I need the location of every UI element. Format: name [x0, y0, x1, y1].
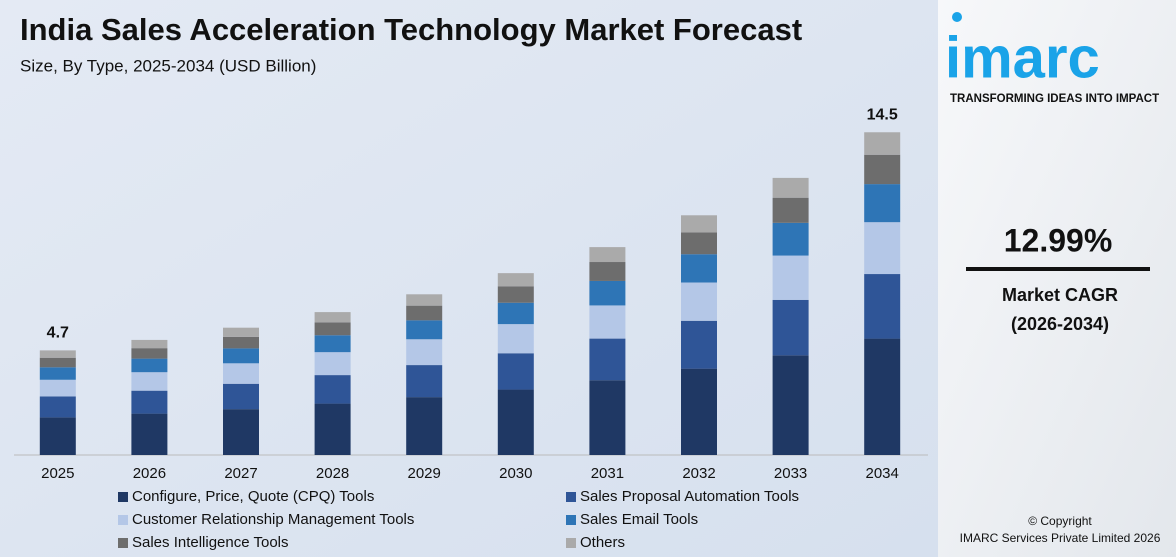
bar-segment: [314, 352, 351, 376]
bar-segment: [223, 336, 259, 349]
x-tick-label: 2027: [224, 465, 257, 482]
cagr-rule: [966, 267, 1150, 271]
bar-segment: [864, 222, 901, 275]
bar-segment: [681, 320, 717, 369]
bar-segment: [864, 132, 901, 155]
legend-label: Customer Relationship Management Tools: [132, 511, 414, 528]
legend-swatch: [118, 538, 128, 548]
bar-segment: [406, 294, 443, 306]
bar-segment: [314, 312, 351, 323]
bar-segment: [223, 327, 259, 337]
bar-segment: [39, 367, 76, 380]
bar-segment: [39, 417, 76, 455]
bar-segment: [131, 372, 168, 391]
x-tick-label: 2031: [591, 465, 624, 482]
bar-segment: [497, 353, 534, 390]
logo: imarc: [945, 25, 1100, 90]
company: IMARC Services Private Limited 2026: [960, 531, 1161, 545]
bar-segment: [589, 247, 626, 263]
bar-segment: [772, 299, 809, 356]
copyright: © Copyright: [1028, 514, 1092, 528]
cagr-period: (2026-2034): [1011, 314, 1109, 334]
bar-segment: [39, 379, 76, 397]
bar-segment: [131, 390, 168, 414]
bar-segment: [864, 338, 901, 455]
bar-segment: [497, 286, 534, 303]
legend-label: Sales Email Tools: [580, 511, 698, 528]
x-tick-label: 2034: [866, 465, 899, 482]
legend-swatch: [566, 538, 576, 548]
bar-segment: [223, 383, 259, 410]
chart-title: India Sales Acceleration Technology Mark…: [20, 12, 802, 47]
bar-segment: [681, 368, 717, 455]
bar-segment: [497, 324, 534, 354]
bar-segment: [589, 380, 626, 455]
bar-segment: [406, 397, 443, 455]
legend-label: Configure, Price, Quote (CPQ) Tools: [132, 488, 374, 505]
x-tick-label: 2025: [41, 465, 74, 482]
tagline: TRANSFORMING IDEAS INTO IMPACT: [950, 93, 1159, 105]
bar-segment: [589, 262, 626, 281]
bar-segment: [864, 184, 901, 223]
bar-segment: [223, 363, 259, 384]
bar-segment: [223, 409, 259, 455]
sidebar-background: [938, 0, 1176, 557]
bar-segment: [314, 335, 351, 353]
legend-label: Others: [580, 534, 625, 551]
cagr-label: Market CAGR: [1002, 285, 1118, 305]
x-tick-label: 2032: [682, 465, 715, 482]
bar-segment: [131, 358, 168, 373]
x-tick-label: 2029: [408, 465, 441, 482]
bar-segment: [39, 357, 76, 368]
bar-segment: [314, 403, 351, 455]
total-label: 4.7: [47, 325, 69, 342]
bar-segment: [314, 322, 351, 336]
logo-dot: [952, 12, 962, 22]
bar-segment: [406, 320, 443, 340]
legend-label: Sales Intelligence Tools: [132, 534, 289, 551]
bar-segment: [772, 177, 809, 198]
bar-segment: [772, 222, 809, 256]
legend-swatch: [566, 492, 576, 502]
bar-segment: [131, 348, 168, 359]
bar-segment: [772, 255, 809, 300]
bar-segment: [589, 280, 626, 306]
x-tick-label: 2028: [316, 465, 349, 482]
legend-swatch: [118, 492, 128, 502]
x-tick-label: 2033: [774, 465, 807, 482]
bar-segment: [681, 215, 717, 233]
bar-segment: [772, 197, 809, 223]
bar-segment: [314, 375, 351, 404]
legend-swatch: [118, 515, 128, 525]
bar-segment: [39, 350, 76, 358]
legend-swatch: [566, 515, 576, 525]
bar-segment: [864, 154, 901, 185]
total-label: 14.5: [867, 106, 898, 123]
bar-segment: [131, 339, 168, 349]
chart-subtitle: Size, By Type, 2025-2034 (USD Billion): [20, 56, 316, 75]
bar-segment: [39, 396, 76, 418]
bar-segment: [406, 305, 443, 321]
bar-segment: [223, 348, 259, 364]
bar-segment: [681, 282, 717, 321]
bar-segment: [589, 305, 626, 339]
bar-segment: [864, 274, 901, 339]
bar-segment: [497, 389, 534, 455]
x-tick-label: 2026: [133, 465, 166, 482]
bar-segment: [406, 365, 443, 398]
cagr-value: 12.99%: [1004, 222, 1113, 258]
bar-segment: [772, 355, 809, 455]
bar-segment: [681, 254, 717, 283]
bar-segment: [589, 338, 626, 381]
bar-segment: [497, 302, 534, 325]
bar-segment: [131, 413, 168, 455]
bar-segment: [497, 273, 534, 287]
legend-label: Sales Proposal Automation Tools: [580, 488, 799, 505]
bar-segment: [406, 339, 443, 366]
bar-segment: [681, 232, 717, 255]
x-tick-label: 2030: [499, 465, 532, 482]
